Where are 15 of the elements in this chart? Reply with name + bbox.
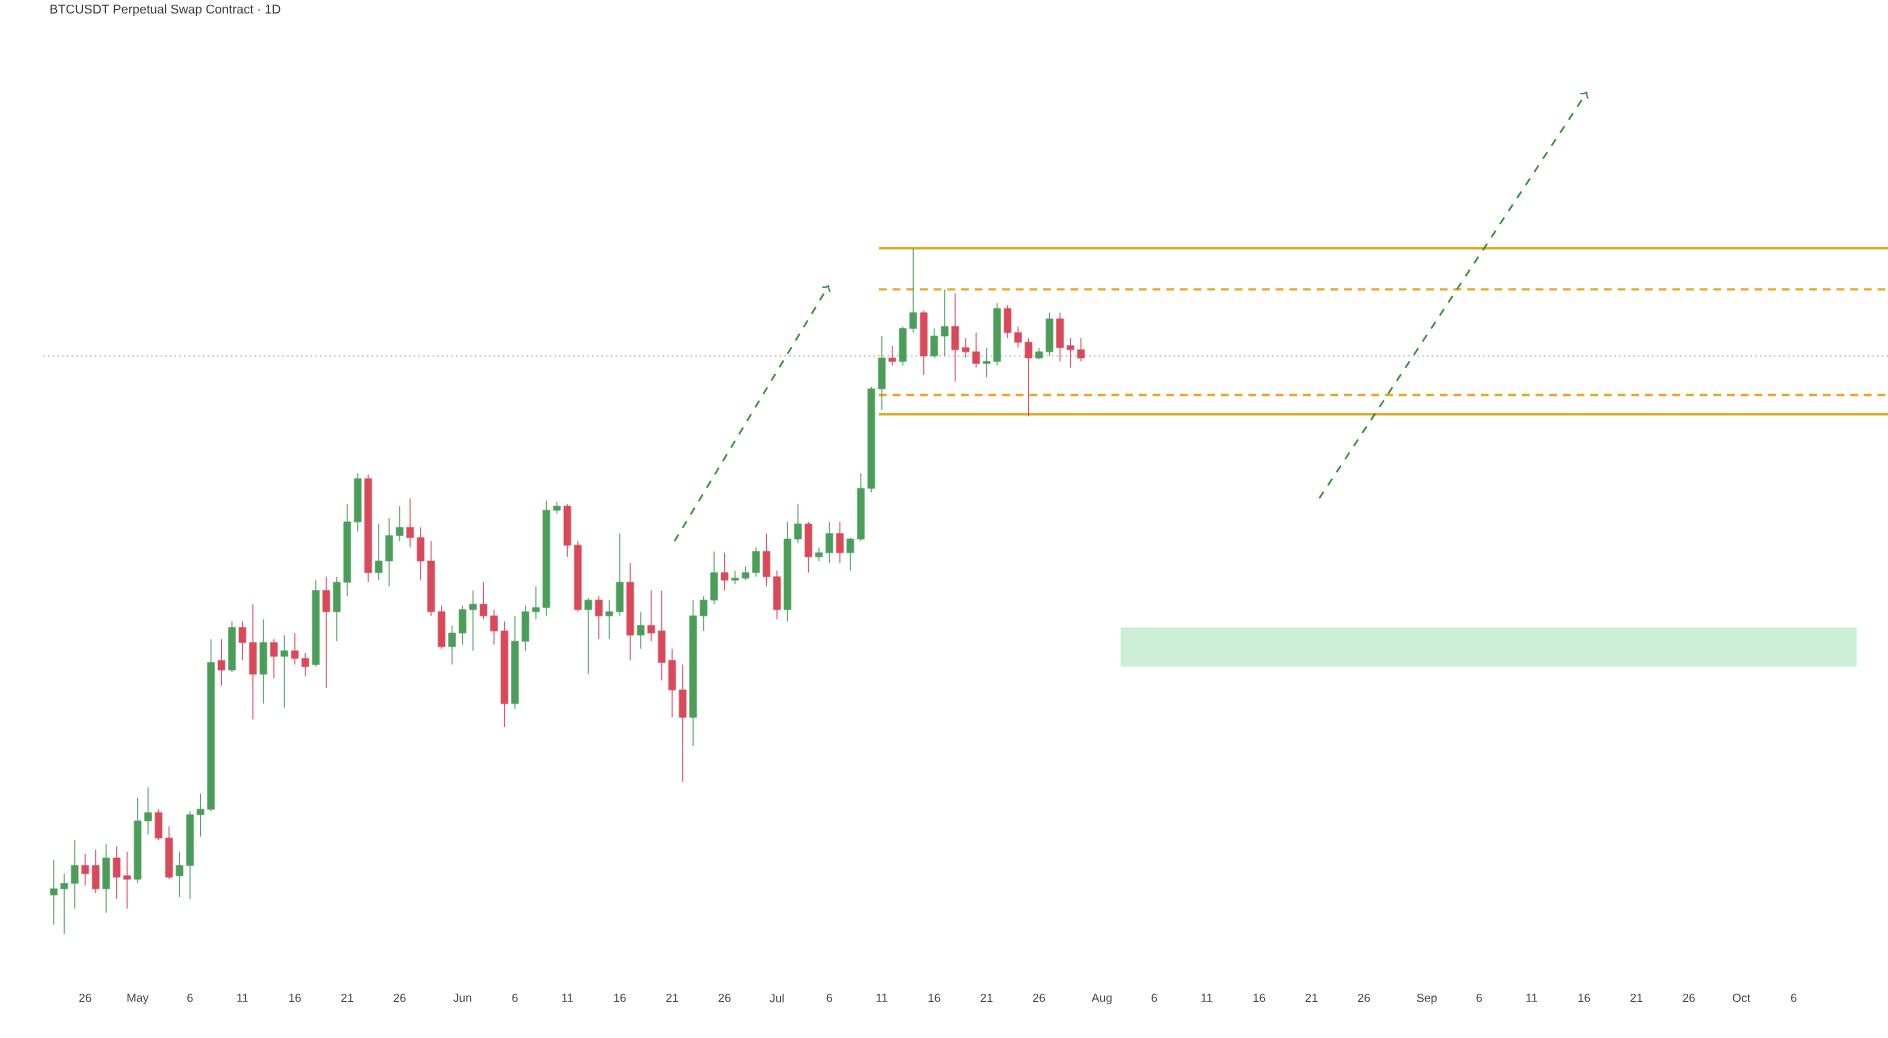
candlestick — [720, 552, 729, 592]
candlestick — [836, 521, 844, 564]
candlestick — [888, 345, 897, 367]
candlestick — [595, 595, 603, 640]
candlestick — [102, 843, 110, 914]
candlestick — [804, 521, 813, 574]
candlestick — [322, 576, 331, 689]
candlestick — [217, 638, 226, 687]
candlestick — [584, 597, 593, 675]
candlestick — [228, 621, 236, 673]
candlestick — [259, 618, 268, 705]
candlestick — [636, 611, 645, 650]
candlestick — [270, 638, 278, 679]
candlestick — [280, 634, 289, 709]
candlestick — [919, 310, 928, 376]
